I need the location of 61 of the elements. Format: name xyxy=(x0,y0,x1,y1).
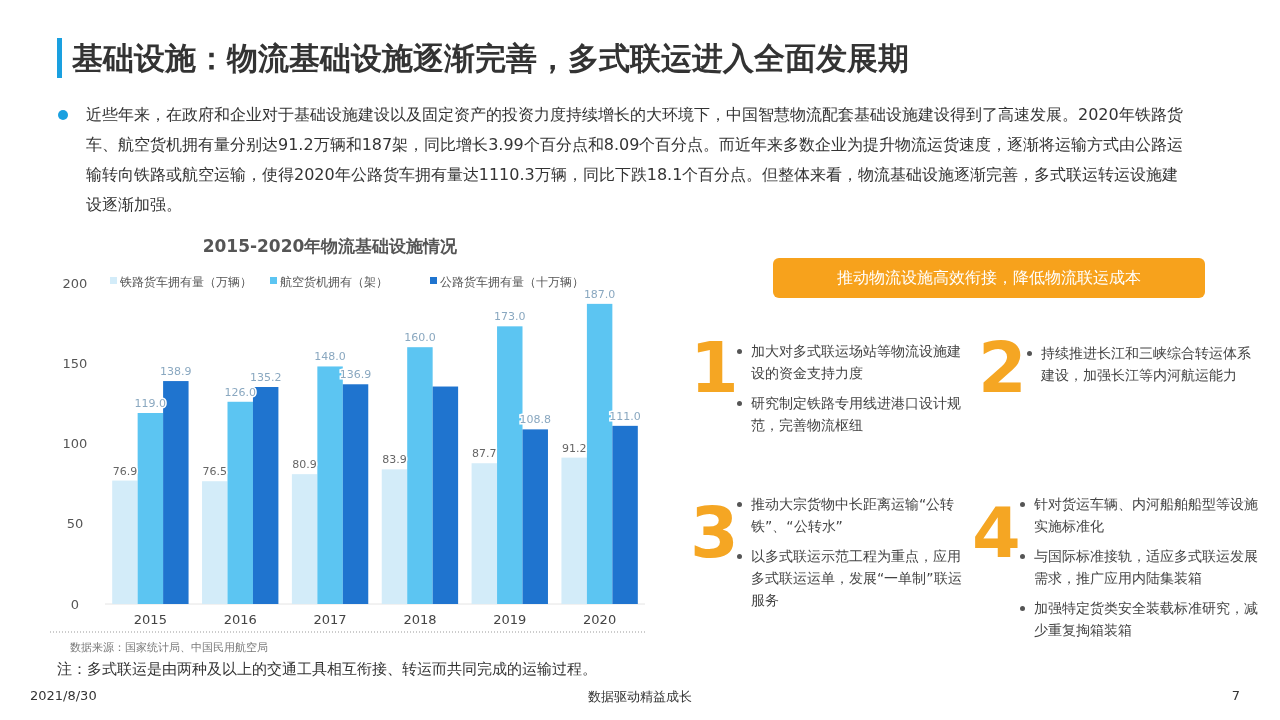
data-label: 135.2 xyxy=(249,371,282,384)
y-tick-label: 0 xyxy=(70,596,80,612)
y-tick-label: 100 xyxy=(62,436,88,452)
text: 推动大宗货物中长距离运输“公转铁”、“公转水” xyxy=(751,496,955,534)
text: 与国际标准接轨，适应多式联运发展需求，推广应用内陆集装箱 xyxy=(1034,548,1258,586)
text: 2 xyxy=(978,327,1027,409)
data-label: 76.5 xyxy=(202,465,228,479)
legend-label: 航空货机拥有（架） xyxy=(280,274,388,289)
bar xyxy=(432,386,459,604)
bar xyxy=(112,480,138,604)
data-label: 187.0 xyxy=(583,287,616,301)
text: 数据驱动精益成长 xyxy=(587,688,693,706)
x-tick-label: 2016 xyxy=(223,612,257,627)
bar xyxy=(612,425,638,604)
y-tick-label: 50 xyxy=(66,516,84,532)
text: 近些年来，在政府和企业对于基础设施建设以及固定资产的投资力度持续增长的大环境下，中国智慧物流配套基础设施建设得到了高速发展。2020年铁路货车、航空货机拥有量分别达91.2万辆和187架，同比增长3.99个百分点和8.09个百分点。而近年来多数企业为提升物流运货速度，逐渐将运输方式由公路运输转向铁路或航空运输，使得2020年公路货车拥有量达1110.3万辆，同比下跌18.1个百分点。但整体来看，物流基础设施逐渐完善，多式联运转运设施建设逐渐加强。 xyxy=(86,104,1185,216)
x-tick-label: 2020 xyxy=(583,612,617,627)
text: 注：多式联运是由两种及以上的交通工具相互衔接、转运而共同完成的运输过程。 xyxy=(57,660,598,679)
x-tick-label: 2017 xyxy=(313,612,347,627)
data-label: 91.2 xyxy=(561,441,587,455)
bar xyxy=(407,347,433,604)
legend-label: 公路货车拥有量（十万辆） xyxy=(440,274,584,289)
bar xyxy=(227,401,253,604)
text: 针对货运车辆、内河船舶船型等设施实施标准化 xyxy=(1034,496,1258,534)
text: 研究制定铁路专用线进港口设计规范，完善物流枢纽 xyxy=(751,395,961,433)
text: 以多式联运示范工程为重点，应用多式联运运单，发展“一单制”联运服务 xyxy=(751,548,962,608)
bar xyxy=(471,463,498,604)
data-label: 76.9 xyxy=(112,464,138,478)
bar xyxy=(317,366,343,604)
text: 加强特定货类安全装载标准研究，减少重复掏箱装箱 xyxy=(1034,600,1258,638)
data-label: 148.0 xyxy=(314,350,346,364)
source-note: 数据来源：国家统计局、中国民用航空局 xyxy=(70,640,269,655)
bar xyxy=(381,469,408,604)
x-tick-label: 2015 xyxy=(133,612,167,627)
x-tick-label: 2019 xyxy=(493,612,527,627)
text: 推动物流设施高效衔接，降低物流联运成本 xyxy=(773,258,1205,298)
data-label: 83.9 xyxy=(382,453,407,467)
bar xyxy=(202,481,228,604)
text: 持续推进长江和三峡综合转运体系建设，加强长江等内河航运能力 xyxy=(1041,345,1251,383)
bar xyxy=(561,457,587,604)
data-label: 160.0 xyxy=(404,331,436,345)
bar xyxy=(137,413,164,604)
y-tick-label: 200 xyxy=(62,275,88,291)
chart-title: 2015-2020年物流基础设施情况 xyxy=(202,236,459,256)
bar xyxy=(342,384,369,604)
data-label: 87.7 xyxy=(472,447,497,461)
text: 基础设施：物流基础设施逐渐完善，多式联运进入全面发展期 xyxy=(72,39,910,78)
text: 7 xyxy=(1230,688,1240,703)
data-label: 138.9 xyxy=(160,365,192,379)
text: 2021/8/30 xyxy=(30,688,98,703)
text: 1 xyxy=(690,327,739,409)
data-label: 173.0 xyxy=(494,310,526,324)
text: 4 xyxy=(972,492,1021,574)
x-tick-label: 2018 xyxy=(403,612,437,627)
legend-label: 铁路货车拥有量（万辆） xyxy=(119,274,252,289)
text: 加大对多式联运场站等物流设施建设的资金支持力度 xyxy=(751,343,961,381)
bar xyxy=(522,429,548,604)
data-label: 80.9 xyxy=(292,458,317,472)
y-tick-label: 150 xyxy=(62,355,88,371)
bar xyxy=(291,474,318,604)
text: 3 xyxy=(690,492,739,574)
